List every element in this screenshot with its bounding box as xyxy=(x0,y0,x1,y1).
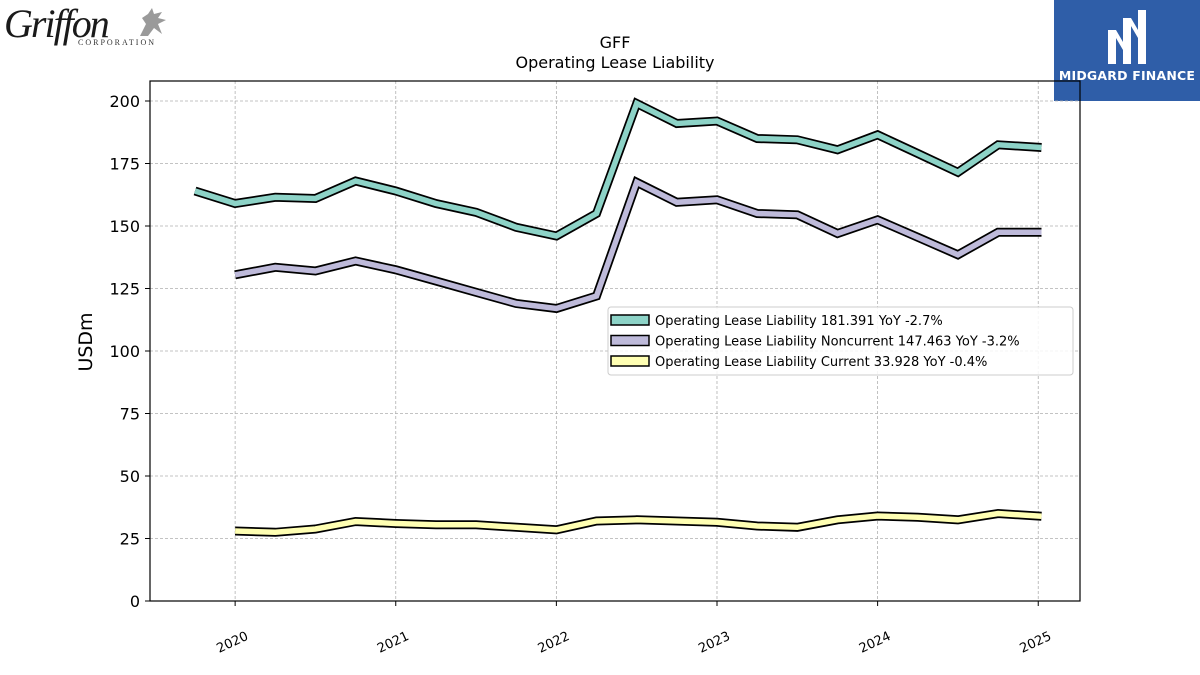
y-tick-label: 50 xyxy=(120,467,140,486)
legend-entry-label: Operating Lease Liability Noncurrent 147… xyxy=(655,335,1020,350)
griffon-logo-wordmark: Griffon xyxy=(4,1,110,46)
x-tick-label: 2021 xyxy=(375,629,411,657)
series-line-outline xyxy=(193,97,1042,241)
legend-swatch xyxy=(610,334,650,347)
series-line-outline xyxy=(234,176,1042,314)
y-tick-label: 100 xyxy=(109,342,140,361)
x-tick-label: 2025 xyxy=(1018,629,1054,657)
y-axis-label: USDm xyxy=(75,312,97,371)
legend-entry-label: Operating Lease Liability 181.391 YoY -2… xyxy=(655,314,943,329)
y-tick-label: 125 xyxy=(109,280,140,299)
midgard-finance-name: MIDGARD FINANCE xyxy=(1058,68,1196,83)
griffon-logo-subtext: CORPORATION xyxy=(78,38,157,47)
y-tick-label: 25 xyxy=(120,530,140,549)
legend-entry-label: Operating Lease Liability Current 33.928… xyxy=(655,355,987,370)
plot-area-frame xyxy=(149,80,1081,602)
series-line xyxy=(235,510,1042,536)
chart-subtitle: Operating Lease Liability xyxy=(515,53,714,72)
legend-swatch xyxy=(610,314,650,326)
chart-title: GFF xyxy=(600,33,631,52)
y-tick-label: 200 xyxy=(109,92,140,111)
legend: Operating Lease Liability 181.391 YoY -2… xyxy=(607,306,1074,376)
legend-swatch xyxy=(610,355,650,367)
series-lines xyxy=(193,97,1042,537)
x-tick-label: 2020 xyxy=(214,629,250,657)
y-tick-label: 150 xyxy=(109,217,140,236)
x-tick-label: 2023 xyxy=(696,629,732,657)
griffin-icon xyxy=(140,8,166,36)
x-tick-label: 2022 xyxy=(536,629,572,657)
y-tick-label: 75 xyxy=(120,405,140,424)
griffon-logo: Griffon CORPORATION xyxy=(4,2,174,48)
series-line xyxy=(194,99,1042,239)
midgard-finance-logo: MIDGARD FINANCE xyxy=(1054,0,1200,101)
midgard-monogram-icon xyxy=(1108,10,1146,64)
y-tick-label: 175 xyxy=(109,155,140,174)
x-tick-label: 2024 xyxy=(857,629,893,657)
legend-box xyxy=(607,306,1074,376)
series-line xyxy=(234,178,1042,312)
y-tick-label: 0 xyxy=(130,592,140,611)
